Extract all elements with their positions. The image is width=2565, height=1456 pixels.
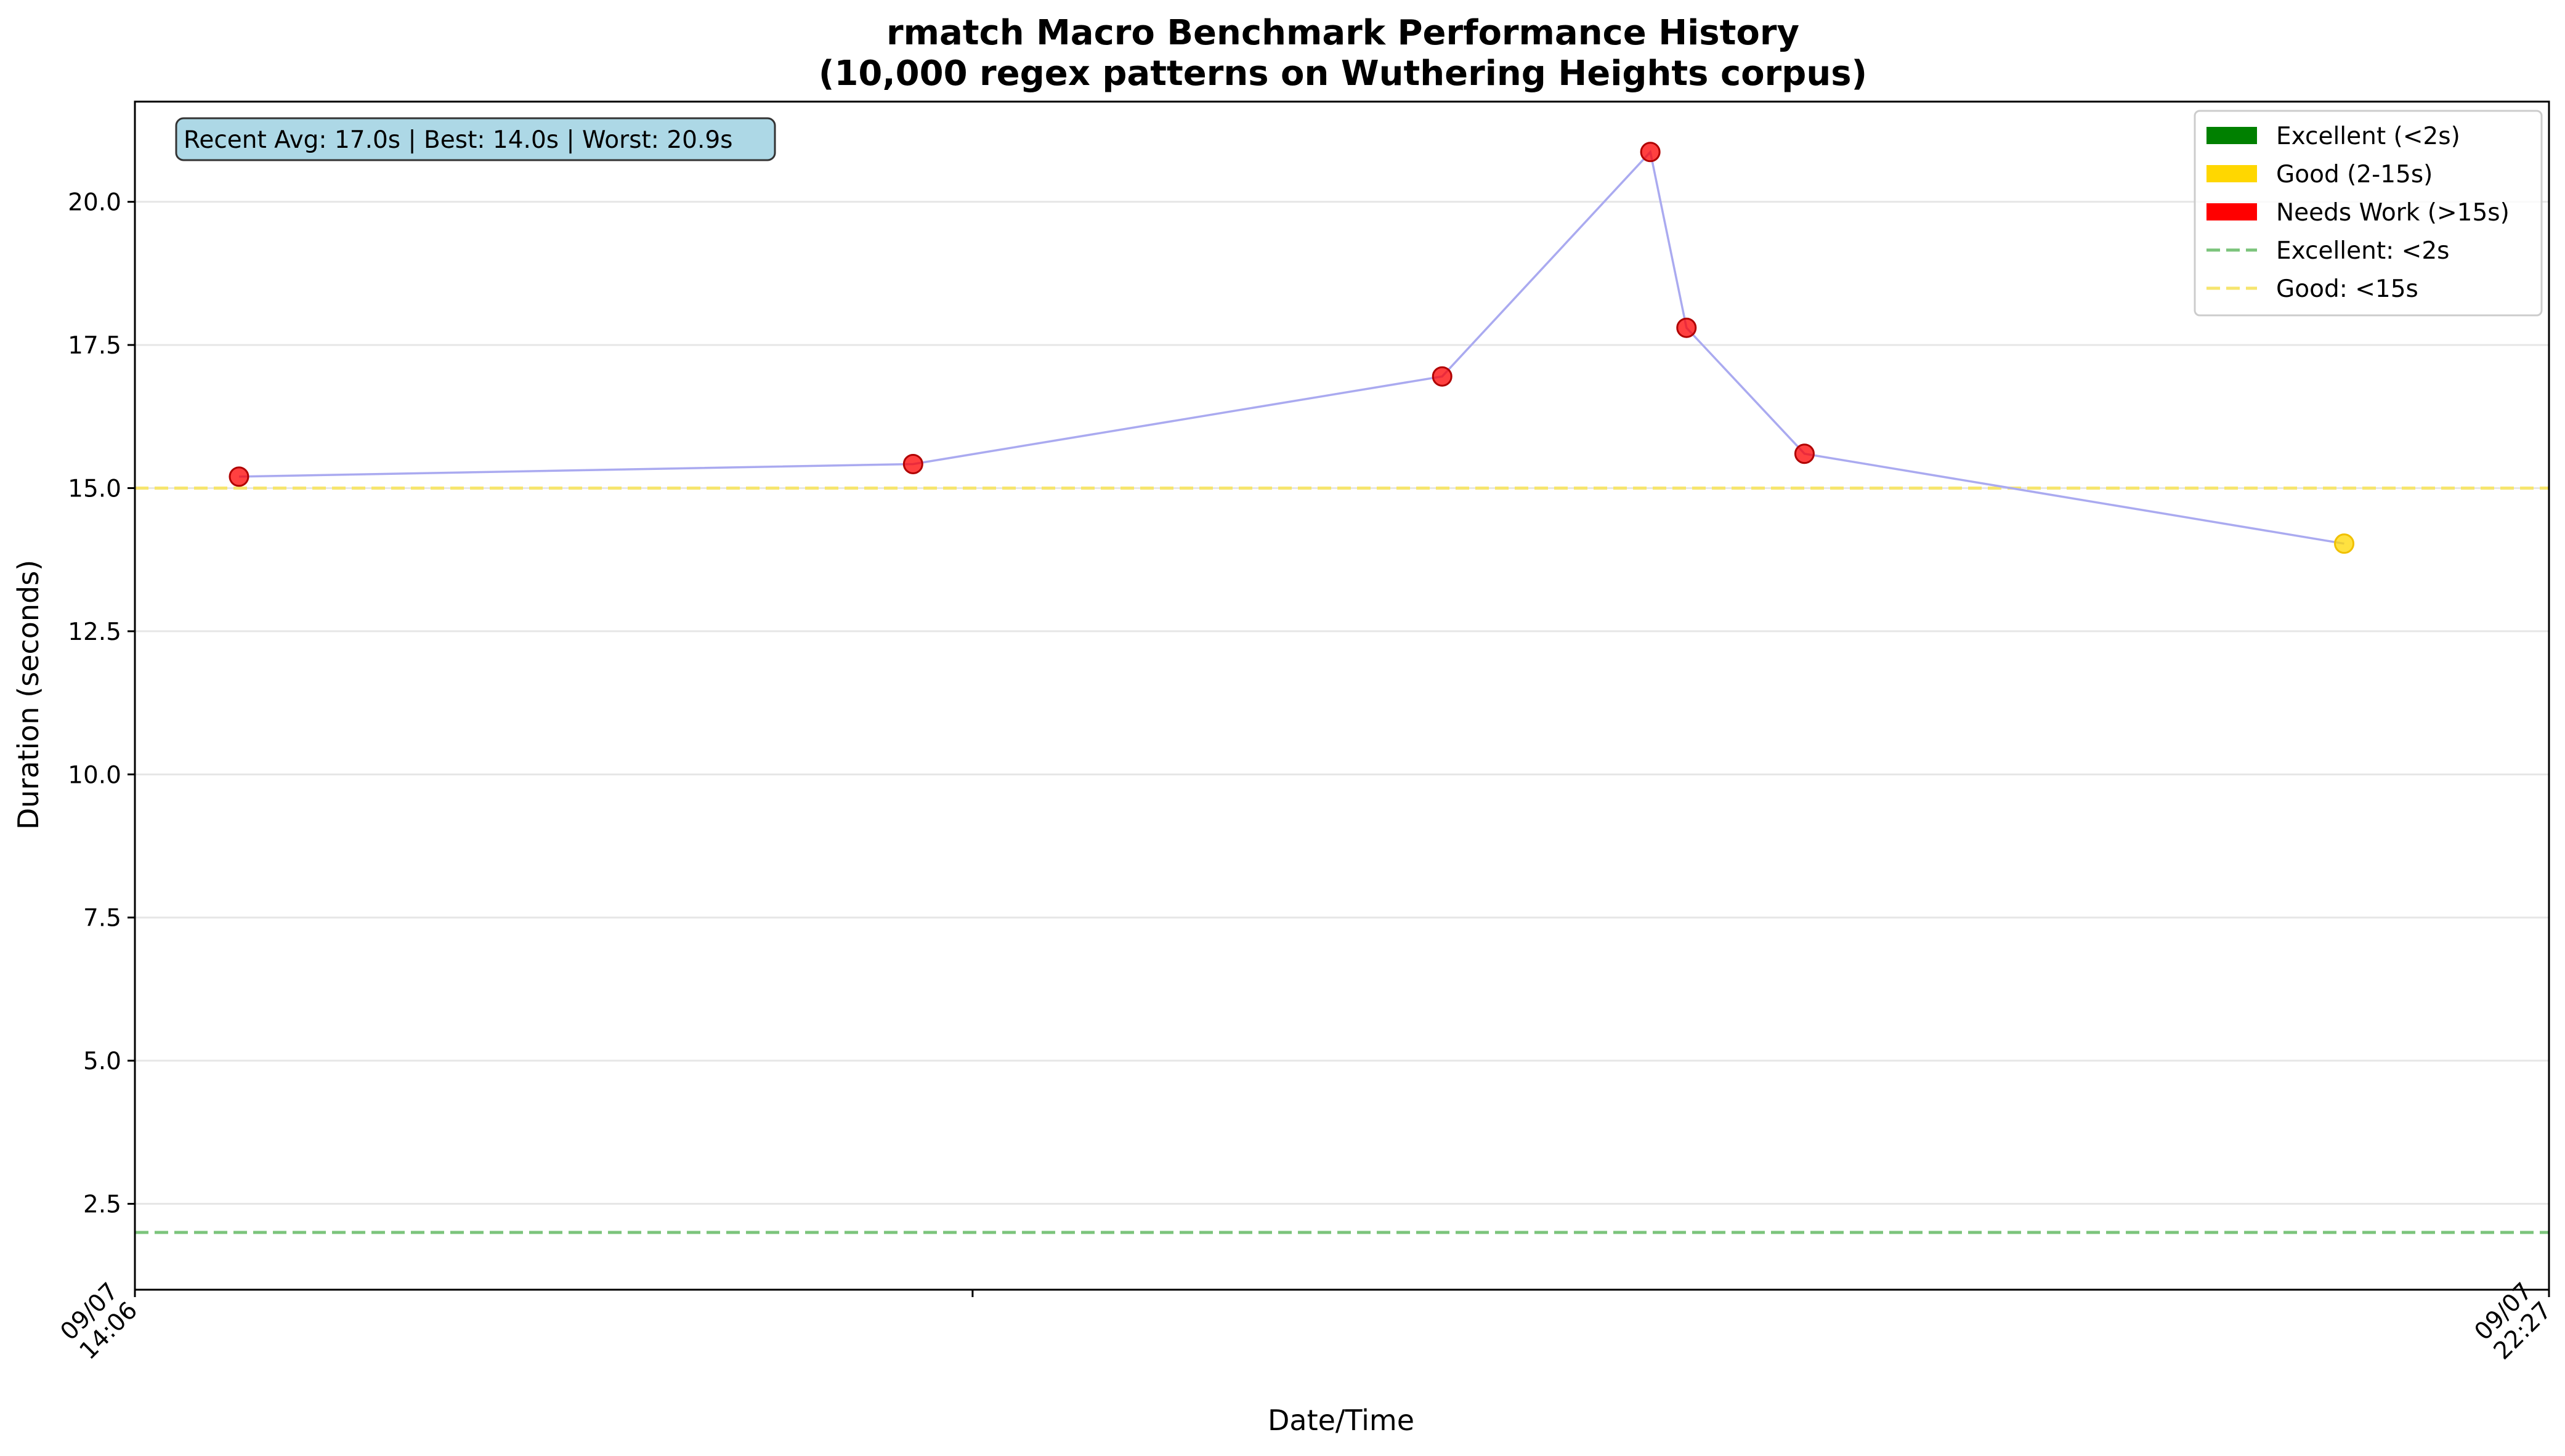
y-tick-label: 15.0	[68, 475, 121, 503]
data-point	[229, 466, 249, 487]
legend-swatch	[2206, 127, 2257, 144]
data-point	[1432, 366, 1453, 387]
chart-subtitle: (10,000 regex patterns on Wuthering Heig…	[819, 54, 1867, 94]
chart-title: rmatch Macro Benchmark Performance Histo…	[886, 13, 1799, 53]
legend-swatch	[2206, 203, 2257, 220]
legend-label: Good (2-15s)	[2276, 161, 2433, 188]
legend-label: Needs Work (>15s)	[2276, 199, 2510, 227]
legend-swatch	[2206, 165, 2257, 182]
data-point	[1676, 317, 1697, 338]
data-point	[2334, 533, 2355, 554]
y-tick-label: 10.0	[68, 761, 121, 789]
y-axis-label: Duration (seconds)	[12, 560, 45, 830]
y-tick-label: 12.5	[68, 618, 121, 646]
y-tick-label: 20.0	[68, 189, 121, 217]
legend-frame	[2194, 110, 2543, 317]
legend-label: Good: <15s	[2276, 275, 2418, 303]
data-point	[1640, 142, 1661, 163]
threshold-lines	[135, 487, 2549, 1234]
stats-text: Recent Avg: 17.0s | Best: 14.0s | Worst:…	[184, 126, 733, 154]
legend: Excellent (<2s) Good (2-15s) Needs Work (>…	[2194, 110, 2543, 317]
stats-box-background	[175, 117, 776, 161]
legend-label: Excellent (<2s)	[2276, 123, 2460, 150]
data-points	[229, 142, 2355, 554]
legend-label: Excellent: <2s	[2276, 237, 2450, 265]
y-tick-label: 7.5	[83, 905, 121, 932]
y-tick-label: 5.0	[83, 1048, 121, 1075]
y-tick-label: 17.5	[68, 332, 121, 360]
stats-box: Recent Avg: 17.0s | Best: 14.0s | Worst:…	[175, 117, 776, 161]
x-axis-label: Date/Time	[1268, 1404, 1414, 1437]
y-tick-label: 2.5	[83, 1191, 121, 1219]
plot-frame	[134, 100, 2550, 1291]
y-axis-ticks: 2.5 5.0 7.5 10.0 12.5 15.0 17.5 20.0	[68, 189, 135, 1219]
data-point	[902, 453, 923, 474]
data-point	[1794, 443, 1815, 464]
